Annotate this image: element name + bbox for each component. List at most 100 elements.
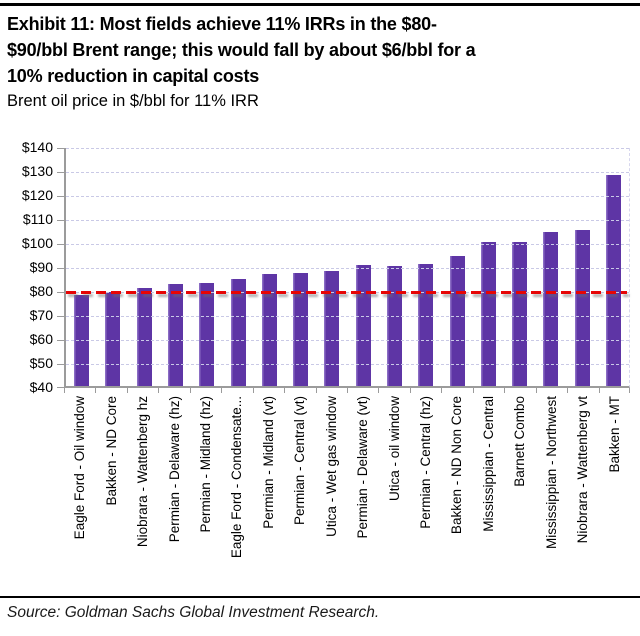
x-label-slot: Utica - Wet gas window <box>316 396 347 589</box>
x-label-slot: Permian - Central (vt) <box>284 396 315 589</box>
x-axis-labels: Eagle Ford - Oil window Bakken - ND Core N… <box>64 393 630 589</box>
bar-slot <box>160 148 191 386</box>
bar-permian-central-hz <box>418 263 434 386</box>
y-tickmark <box>57 244 64 245</box>
bar-slot <box>129 148 160 386</box>
bar-niobrara-wattenberg-hz <box>136 287 152 386</box>
x-tickmark <box>535 388 537 393</box>
x-tickmark <box>158 388 160 393</box>
y-tickmark <box>57 196 64 197</box>
gridline <box>66 364 629 365</box>
x-label-slot: Bakken - ND Core <box>95 396 126 589</box>
gridline <box>66 196 629 197</box>
bar-permian-delaware-vt <box>355 264 371 386</box>
x-tickmark <box>284 388 286 393</box>
y-tickmark <box>57 268 64 269</box>
bar-slot <box>379 148 410 386</box>
bar-slot <box>598 148 629 386</box>
y-tick-label: $60 <box>29 331 53 347</box>
gridline <box>66 244 629 245</box>
x-tickmark <box>126 388 128 393</box>
x-category-label: Permian - Central (vt) <box>292 396 308 526</box>
x-tickmark <box>315 388 317 393</box>
x-category-label: Permian - Delaware (vt) <box>355 396 371 539</box>
gridline <box>66 148 629 149</box>
y-tick-label: $130 <box>21 163 53 179</box>
exhibit-title-line-1: Exhibit 11: Most fields achieve 11% IRRs… <box>7 14 437 34</box>
x-category-label: Utica - Wet gas window <box>323 396 339 537</box>
x-tickmark <box>567 388 569 393</box>
gridline <box>66 316 629 317</box>
x-label-slot: Niobrara - Wattenberg hz <box>127 396 158 589</box>
bar-slot <box>504 148 535 386</box>
x-tickmark <box>378 388 380 393</box>
x-category-label: Eagle Ford - Oil window <box>72 396 88 540</box>
plot-area <box>57 148 630 388</box>
x-tickmark <box>598 388 600 393</box>
bar-slot <box>97 148 128 386</box>
x-tickmark <box>189 388 191 393</box>
bar-slot <box>66 148 97 386</box>
top-rule <box>0 3 640 6</box>
exhibit-title-line-3: 10% reduction in capital costs <box>7 66 260 86</box>
reference-line-80 <box>66 291 627 294</box>
x-label-slot: Niobrara - Wattenberg vt <box>567 396 598 589</box>
x-category-label: Eagle Ford - Condensate... <box>229 396 245 559</box>
x-label-slot: Permian - Delaware (vt) <box>347 396 378 589</box>
y-tickmark <box>57 220 64 221</box>
bar-niobrara-wattenberg-vt <box>574 230 590 386</box>
x-tickmark <box>64 388 65 393</box>
y-tickmark <box>57 364 64 365</box>
x-label-slot: Utica - oil window <box>378 396 409 589</box>
bar-utica-oil-window <box>386 266 402 386</box>
gridline <box>66 172 629 173</box>
bar-chart: $140 $130 $120 $110 $100 $90 $80 $70 $60 $50 $40 E… <box>0 140 630 589</box>
chart-subtitle: Brent oil price in $/bbl for 11% IRR <box>7 92 259 110</box>
x-label-slot: Bakken - MT <box>598 396 629 589</box>
y-tick-label: $50 <box>29 355 53 371</box>
x-tickmark <box>347 388 348 393</box>
x-tickmark <box>441 388 443 393</box>
bar-slot <box>473 148 504 386</box>
x-category-label: Permian - Midland (vt) <box>260 396 276 529</box>
bar-slot <box>348 148 379 386</box>
gridline <box>66 340 629 341</box>
x-label-slot: Permian - Central (hz) <box>410 396 441 589</box>
x-category-label: Niobrara - Wattenberg vt <box>575 396 591 544</box>
x-label-slot: Permian - Delaware (hz) <box>158 396 189 589</box>
x-category-label: Bakken - MT <box>606 396 622 473</box>
x-category-label: Bakken - ND Non Core <box>449 396 465 535</box>
gridline <box>66 268 629 269</box>
y-tick-label: $100 <box>21 235 53 251</box>
x-category-label: Permian - Delaware (hz) <box>166 396 182 543</box>
x-tickmark <box>629 388 630 393</box>
x-category-label: Permian - Midland (hz) <box>197 396 213 533</box>
x-tickmark <box>472 388 474 393</box>
y-tick-label: $140 <box>21 139 53 155</box>
y-tick-label: $120 <box>21 187 53 203</box>
bar-slot <box>535 148 566 386</box>
source-note: Source: Goldman Sachs Global Investment … <box>7 604 380 621</box>
bar-slot <box>254 148 285 386</box>
bar-permian-midland-hz <box>199 282 215 386</box>
bar-slot <box>191 148 222 386</box>
y-tick-label: $110 <box>22 211 53 227</box>
y-tickmark <box>57 316 64 317</box>
x-axis-tickmarks <box>64 388 630 393</box>
y-tickmark <box>57 148 64 149</box>
bar-slot <box>567 148 598 386</box>
gridline <box>66 220 629 221</box>
bar-slot <box>285 148 316 386</box>
x-label-slot: Barnett Combo <box>504 396 535 589</box>
bar-mississippian-central <box>480 242 496 386</box>
y-axis: $140 $130 $120 $110 $100 $90 $80 $70 $60 $50 $40 <box>0 140 64 395</box>
bar-utica-wet-gas-window <box>324 270 340 386</box>
x-label-slot: Mississippian - Northwest <box>536 396 567 589</box>
x-tickmark <box>504 388 506 393</box>
x-category-label: Barnett Combo <box>512 396 528 487</box>
x-category-label: Bakken - ND Core <box>103 396 119 506</box>
bar-slot <box>410 148 441 386</box>
bar-eagle-ford-condensate <box>230 279 246 386</box>
x-tickmark <box>409 388 411 393</box>
y-tick-label: $80 <box>29 283 53 299</box>
